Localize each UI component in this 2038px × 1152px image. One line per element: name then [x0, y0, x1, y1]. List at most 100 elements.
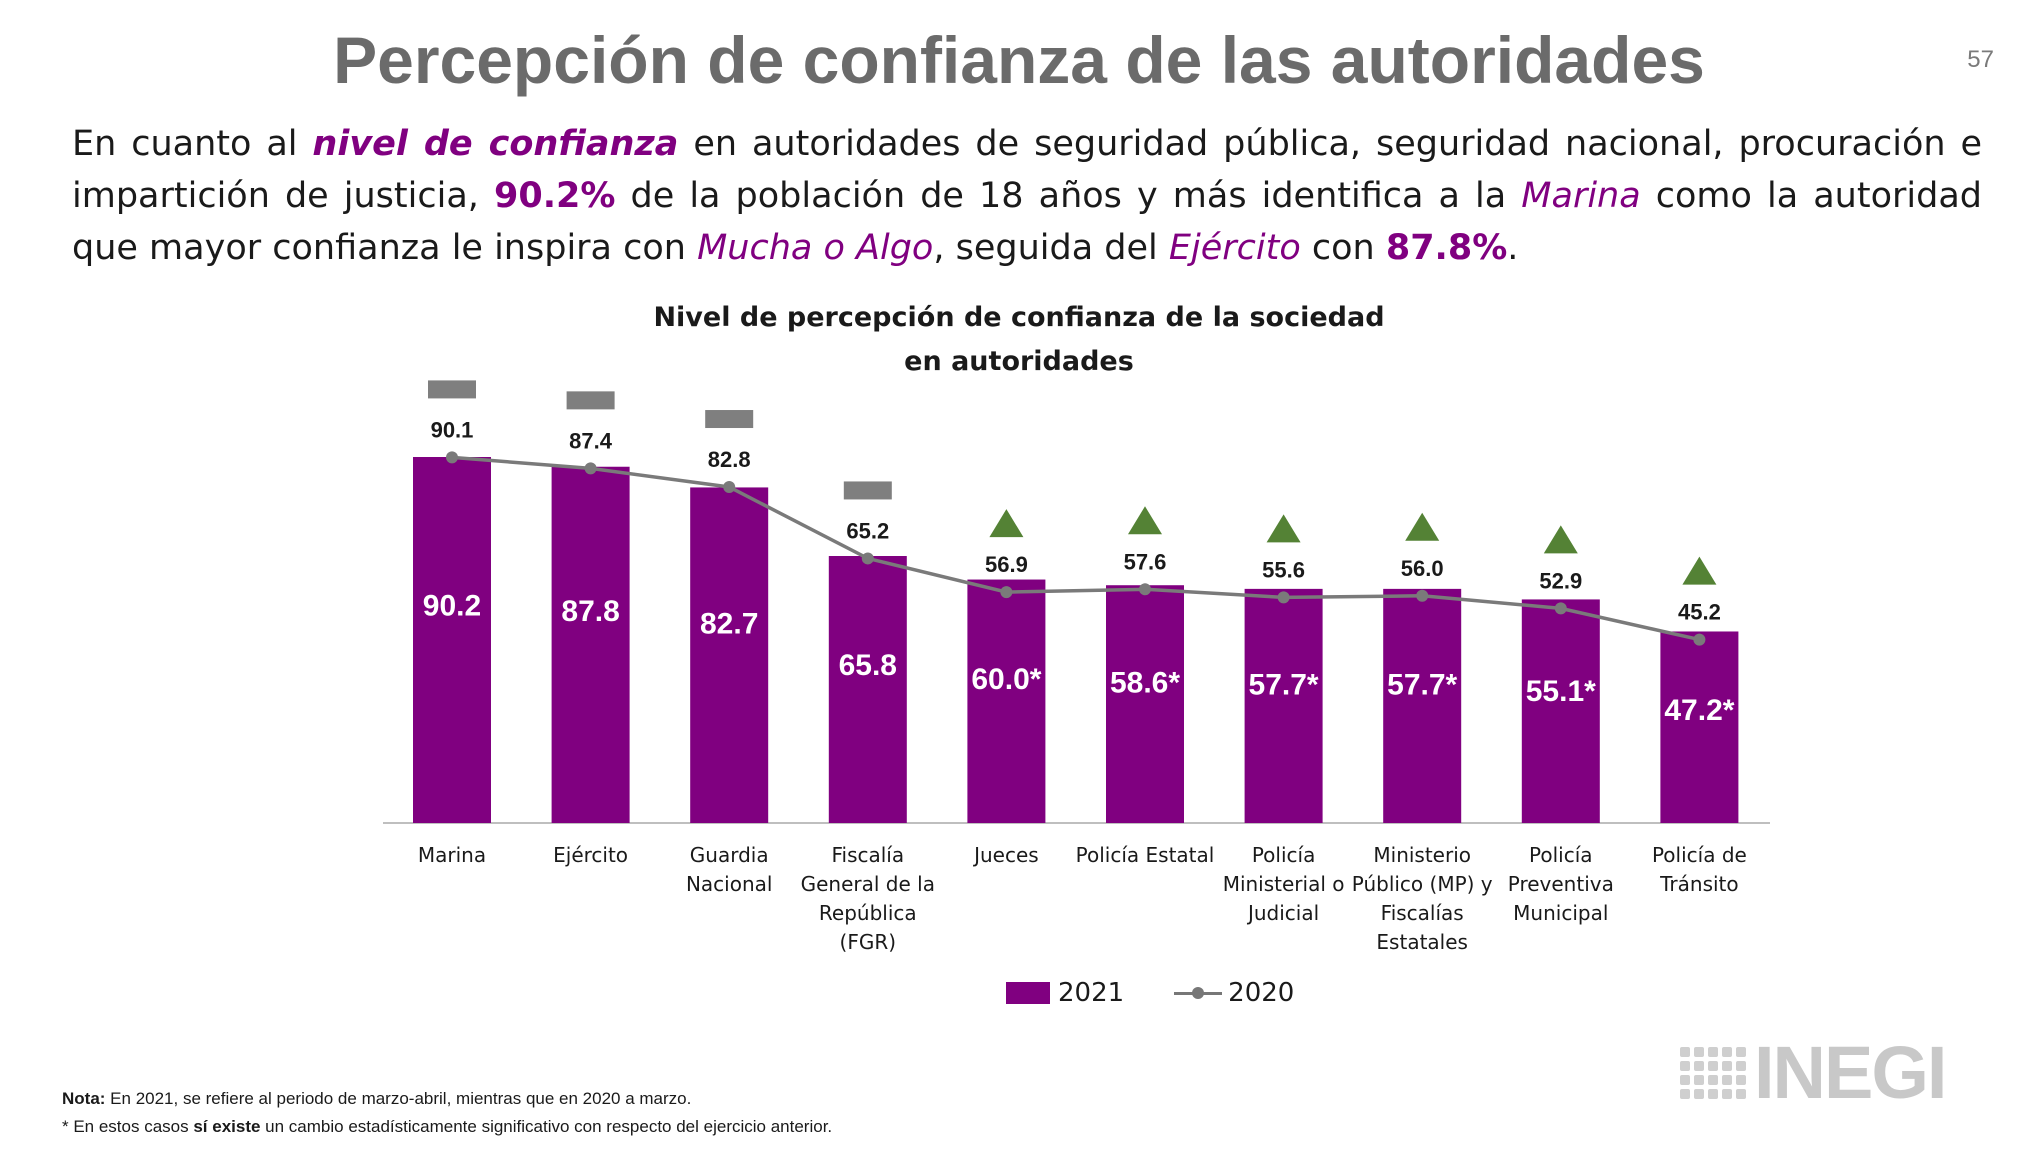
category-label: Tránsito: [1659, 872, 1739, 896]
intro-highlight: 90.2%: [493, 176, 616, 216]
point-2020: [1693, 633, 1706, 646]
footnote-1: Nota: En 2021, se refiere al periodo de …: [62, 1085, 832, 1113]
equal-indicator-icon: [566, 391, 615, 410]
bar-2021: [1244, 588, 1323, 823]
legend-swatch-2020: [1174, 982, 1223, 1004]
intro-text: .: [1507, 228, 1519, 268]
bar-2021: [690, 487, 769, 823]
bar-value-label: 60.0*: [971, 663, 1041, 696]
point-2020: [1139, 583, 1151, 596]
category-label: Estatales: [1376, 930, 1468, 954]
footnote-text: un cambio estadísticamente significativo…: [260, 1117, 833, 1136]
intro-text: de la población de 18 años y más identif…: [615, 176, 1522, 216]
footnotes: Nota: En 2021, se refiere al periodo de …: [62, 1085, 832, 1141]
point-2020: [1277, 591, 1290, 604]
chart-title-line: Nivel de percepción de confianza de la s…: [653, 302, 1385, 333]
chart-title-line: en autoridades: [904, 346, 1134, 377]
category-label: (FGR): [840, 930, 897, 954]
category-label: Municipal: [1513, 901, 1608, 925]
bar-value-label: 58.6*: [1110, 666, 1180, 699]
page-number: 57: [1967, 46, 1994, 73]
bar-value-label: 47.2*: [1664, 694, 1734, 727]
bar-value-label: 82.7: [700, 608, 758, 641]
footnote-text: * En estos casos: [62, 1117, 194, 1136]
category-label: Ministerio: [1373, 843, 1471, 867]
intro-highlight: nivel de confianza: [312, 124, 679, 164]
category-label: Marina: [418, 843, 486, 867]
intro-text: como la autoridad que mayor confianza le…: [72, 176, 1982, 268]
line-value-label: 57.6: [1124, 549, 1167, 574]
category-label: Policía Estatal: [1076, 843, 1215, 867]
intro-text: En cuanto al: [72, 124, 313, 164]
intro-text: en autoridades de seguridad pública, seg…: [72, 124, 1982, 216]
bar-2021: [828, 556, 907, 823]
category-label: Judicial: [1246, 901, 1319, 925]
category-label: Guardia: [690, 843, 769, 867]
footnote-text: En 2021, se refiere al periodo de marzo-…: [105, 1089, 692, 1108]
category-label: Nacional: [686, 872, 773, 896]
category-label: Policía: [1529, 843, 1593, 867]
category-label: Público (MP) y: [1352, 872, 1493, 896]
point-2020: [446, 451, 458, 464]
line-value-label: 55.6: [1262, 557, 1305, 582]
up-triangle-icon: [1543, 525, 1578, 554]
category-label: General de la: [801, 872, 935, 896]
intro-highlight: Mucha o Algo: [697, 228, 934, 268]
category-label: Ejército: [553, 843, 628, 867]
bar-value-label: 65.8: [839, 649, 897, 682]
intro-highlight: Ejército: [1168, 228, 1301, 268]
intro-highlight: 87.8%: [1385, 228, 1508, 268]
line-value-label: 56.0: [1401, 556, 1444, 581]
bar-value-label: 87.8: [561, 595, 619, 628]
line-2020: [451, 455, 1700, 642]
footnote-bold: sí existe: [193, 1117, 261, 1136]
category-label: Preventiva: [1508, 872, 1614, 896]
equal-indicator-icon: [705, 410, 754, 429]
up-triangle-icon: [1405, 512, 1440, 541]
equal-indicator-icon: [428, 380, 476, 399]
line-value-label: 82.8: [708, 447, 751, 472]
slide-title: Percepción de confianza de las autoridad…: [333, 23, 1705, 97]
category-label: Policía de: [1652, 843, 1747, 867]
category-label: Ministerial o: [1223, 872, 1345, 896]
legend-label-2020: 2020: [1228, 978, 1295, 1008]
intro-text: con: [1300, 228, 1386, 268]
point-2020: [1554, 602, 1567, 615]
chart-legend: 2021 2020: [1006, 978, 1294, 1008]
point-2020: [1000, 586, 1013, 599]
bar-2021: [1383, 588, 1462, 823]
bar-2021: [1660, 631, 1739, 823]
line-value-label: 90.1: [431, 417, 474, 442]
footnote-2: * En estos casos sí existe un cambio est…: [62, 1113, 832, 1141]
line-value-label: 45.2: [1678, 600, 1721, 625]
bar-value-label: 57.7*: [1387, 669, 1457, 702]
bar-2021: [413, 457, 491, 823]
legend-label-2021: 2021: [1058, 978, 1125, 1008]
legend-swatch-2021: [1006, 982, 1050, 1004]
logo-dots-icon: [1680, 1046, 1746, 1099]
category-label: Jueces: [972, 843, 1039, 867]
inegi-logo: INEGI: [1680, 1030, 1947, 1115]
line-value-label: 65.2: [846, 518, 889, 543]
bar-2021: [1521, 599, 1600, 823]
chart-title: Nivel de percepción de confianza de la s…: [0, 296, 2038, 384]
line-value-label: 56.9: [985, 552, 1028, 577]
bar-2021: [551, 466, 630, 823]
bar-value-label: 57.7*: [1249, 669, 1319, 702]
bar-value-label: 55.1*: [1526, 675, 1596, 708]
logo-text: INEGI: [1754, 1031, 1947, 1114]
up-triangle-icon: [1128, 506, 1162, 535]
category-label: República: [819, 901, 917, 925]
point-2020: [1416, 589, 1429, 602]
line-value-label: 52.9: [1539, 568, 1582, 593]
point-2020: [861, 552, 874, 565]
line-value-label: 87.4: [569, 428, 613, 453]
bar-value-label: 90.2: [423, 589, 481, 622]
up-triangle-icon: [989, 509, 1024, 538]
intro-text: , seguida del: [933, 228, 1169, 268]
footnote-label: Nota:: [62, 1089, 106, 1108]
intro-paragraph: En cuanto al nivel de confianza en autor…: [72, 118, 1982, 274]
category-label: Fiscalías: [1381, 901, 1464, 925]
point-2020: [584, 462, 597, 475]
